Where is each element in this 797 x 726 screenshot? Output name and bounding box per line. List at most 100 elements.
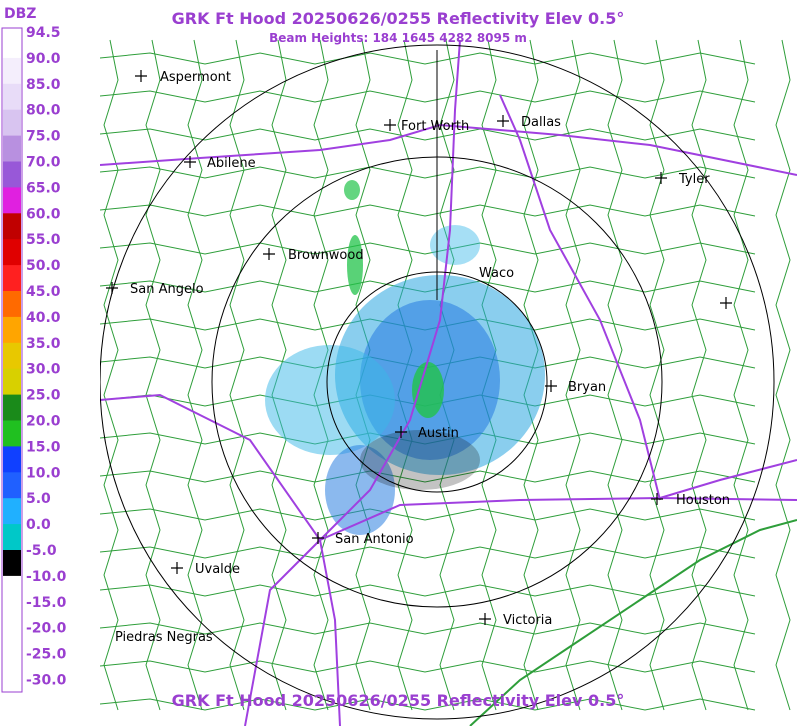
legend-swatch xyxy=(3,394,21,421)
legend-label: 45.0 xyxy=(26,284,61,300)
county-line xyxy=(100,90,756,103)
legend-swatch xyxy=(3,472,21,499)
legend-swatch xyxy=(3,32,21,59)
legend-swatch xyxy=(3,601,21,629)
legend-swatch xyxy=(3,316,21,344)
legend-swatch xyxy=(3,57,21,85)
legend-label: 15.0 xyxy=(26,439,61,455)
legend-swatch xyxy=(3,575,21,603)
legend-label: 35.0 xyxy=(26,336,61,352)
city-marker xyxy=(384,119,396,131)
legend-swatch xyxy=(3,653,21,680)
county-line xyxy=(103,39,119,711)
legend-swatch xyxy=(3,446,21,473)
city-marker xyxy=(479,613,491,625)
legend-label: -5.0 xyxy=(26,543,57,559)
city-marker xyxy=(651,493,663,505)
county-line xyxy=(100,584,756,597)
legend-label: 0.0 xyxy=(26,517,51,533)
legend-unit: DBZ xyxy=(4,6,36,22)
title: GRK Ft Hood 20250626/0255 Reflectivity E… xyxy=(172,9,625,28)
legend-label: -20.0 xyxy=(26,621,67,637)
county-line xyxy=(100,52,756,65)
city-label: San Angelo xyxy=(130,282,204,297)
legend-label: 90.0 xyxy=(26,51,61,67)
legend-swatch xyxy=(3,265,21,292)
radar-echo xyxy=(265,180,545,535)
legend-label: 65.0 xyxy=(26,180,61,196)
county-line xyxy=(649,39,665,711)
legend-label: 30.0 xyxy=(26,362,61,378)
county-line xyxy=(145,39,161,711)
legend-swatch xyxy=(3,420,21,447)
legend-label: 85.0 xyxy=(26,77,61,93)
county-line xyxy=(100,242,756,255)
legend-swatch xyxy=(3,368,21,396)
city-label: Victoria xyxy=(503,613,552,628)
city-marker xyxy=(171,562,183,574)
legend-swatch xyxy=(3,524,21,551)
legend-label: 70.0 xyxy=(26,155,61,171)
legend-label: -25.0 xyxy=(26,647,67,663)
range-rings xyxy=(100,44,775,720)
legend-swatch xyxy=(3,498,21,525)
county-line xyxy=(229,39,245,711)
legend-swatch xyxy=(3,342,21,370)
city-label: Austin xyxy=(418,426,459,441)
map-area xyxy=(100,39,797,726)
legend-frame xyxy=(1,27,23,693)
city-label: Tyler xyxy=(678,172,710,187)
city-marker xyxy=(135,70,147,82)
city-label: Abilene xyxy=(207,156,256,171)
legend-swatch xyxy=(3,135,21,162)
legend-label: 5.0 xyxy=(26,491,51,507)
legend-swatch xyxy=(3,291,21,318)
legend-label: 80.0 xyxy=(26,103,61,119)
color-legend xyxy=(1,27,23,693)
legend-label: 75.0 xyxy=(26,129,61,145)
highways xyxy=(100,39,797,726)
legend-label: 55.0 xyxy=(26,232,61,248)
legend-swatch xyxy=(3,83,21,111)
legend-swatch xyxy=(3,239,21,266)
coastline xyxy=(469,519,797,726)
city-label: Dallas xyxy=(521,115,561,130)
county-line xyxy=(100,166,756,179)
legend-swatch xyxy=(3,161,21,188)
city-label: Brownwood xyxy=(288,248,364,263)
county-line xyxy=(691,39,707,711)
county-line xyxy=(100,698,756,711)
city-label: San Antonio xyxy=(335,532,414,547)
city-label: Uvalde xyxy=(195,562,240,577)
legend-label: -30.0 xyxy=(26,673,67,689)
city-label: Piedras Negras xyxy=(115,630,213,645)
county-line xyxy=(607,39,623,711)
city-label: Bryan xyxy=(568,380,606,395)
city-marker xyxy=(655,172,667,184)
county-line xyxy=(565,39,581,711)
subtitle: Beam Heights: 184 1645 4282 8095 m xyxy=(269,31,527,45)
legend-swatch xyxy=(3,550,21,577)
county-line xyxy=(100,204,756,217)
city-marker xyxy=(184,156,196,168)
footer-title: GRK Ft Hood 20250626/0255 Reflectivity E… xyxy=(172,691,625,710)
county-line xyxy=(187,39,203,711)
county-line xyxy=(775,39,791,711)
legend-swatch xyxy=(3,627,21,655)
city-label: Aspermont xyxy=(160,70,231,85)
legend-label: 20.0 xyxy=(26,414,61,430)
county-line xyxy=(100,546,756,559)
legend-label: 60.0 xyxy=(26,206,61,222)
county-line xyxy=(100,470,756,483)
city-marker xyxy=(497,115,509,127)
legend-label: 25.0 xyxy=(26,388,61,404)
county-line xyxy=(733,39,749,711)
legend-label: -15.0 xyxy=(26,595,67,611)
county-line xyxy=(100,660,756,673)
county-line xyxy=(100,128,756,141)
legend-swatch xyxy=(3,213,21,240)
city-label: Fort Worth xyxy=(401,119,469,134)
county-line xyxy=(100,508,756,521)
legend-label: -10.0 xyxy=(26,569,67,585)
